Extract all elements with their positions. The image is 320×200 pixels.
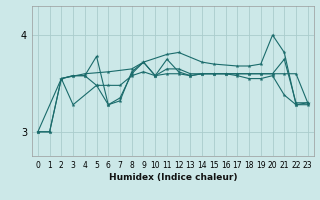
X-axis label: Humidex (Indice chaleur): Humidex (Indice chaleur) <box>108 173 237 182</box>
